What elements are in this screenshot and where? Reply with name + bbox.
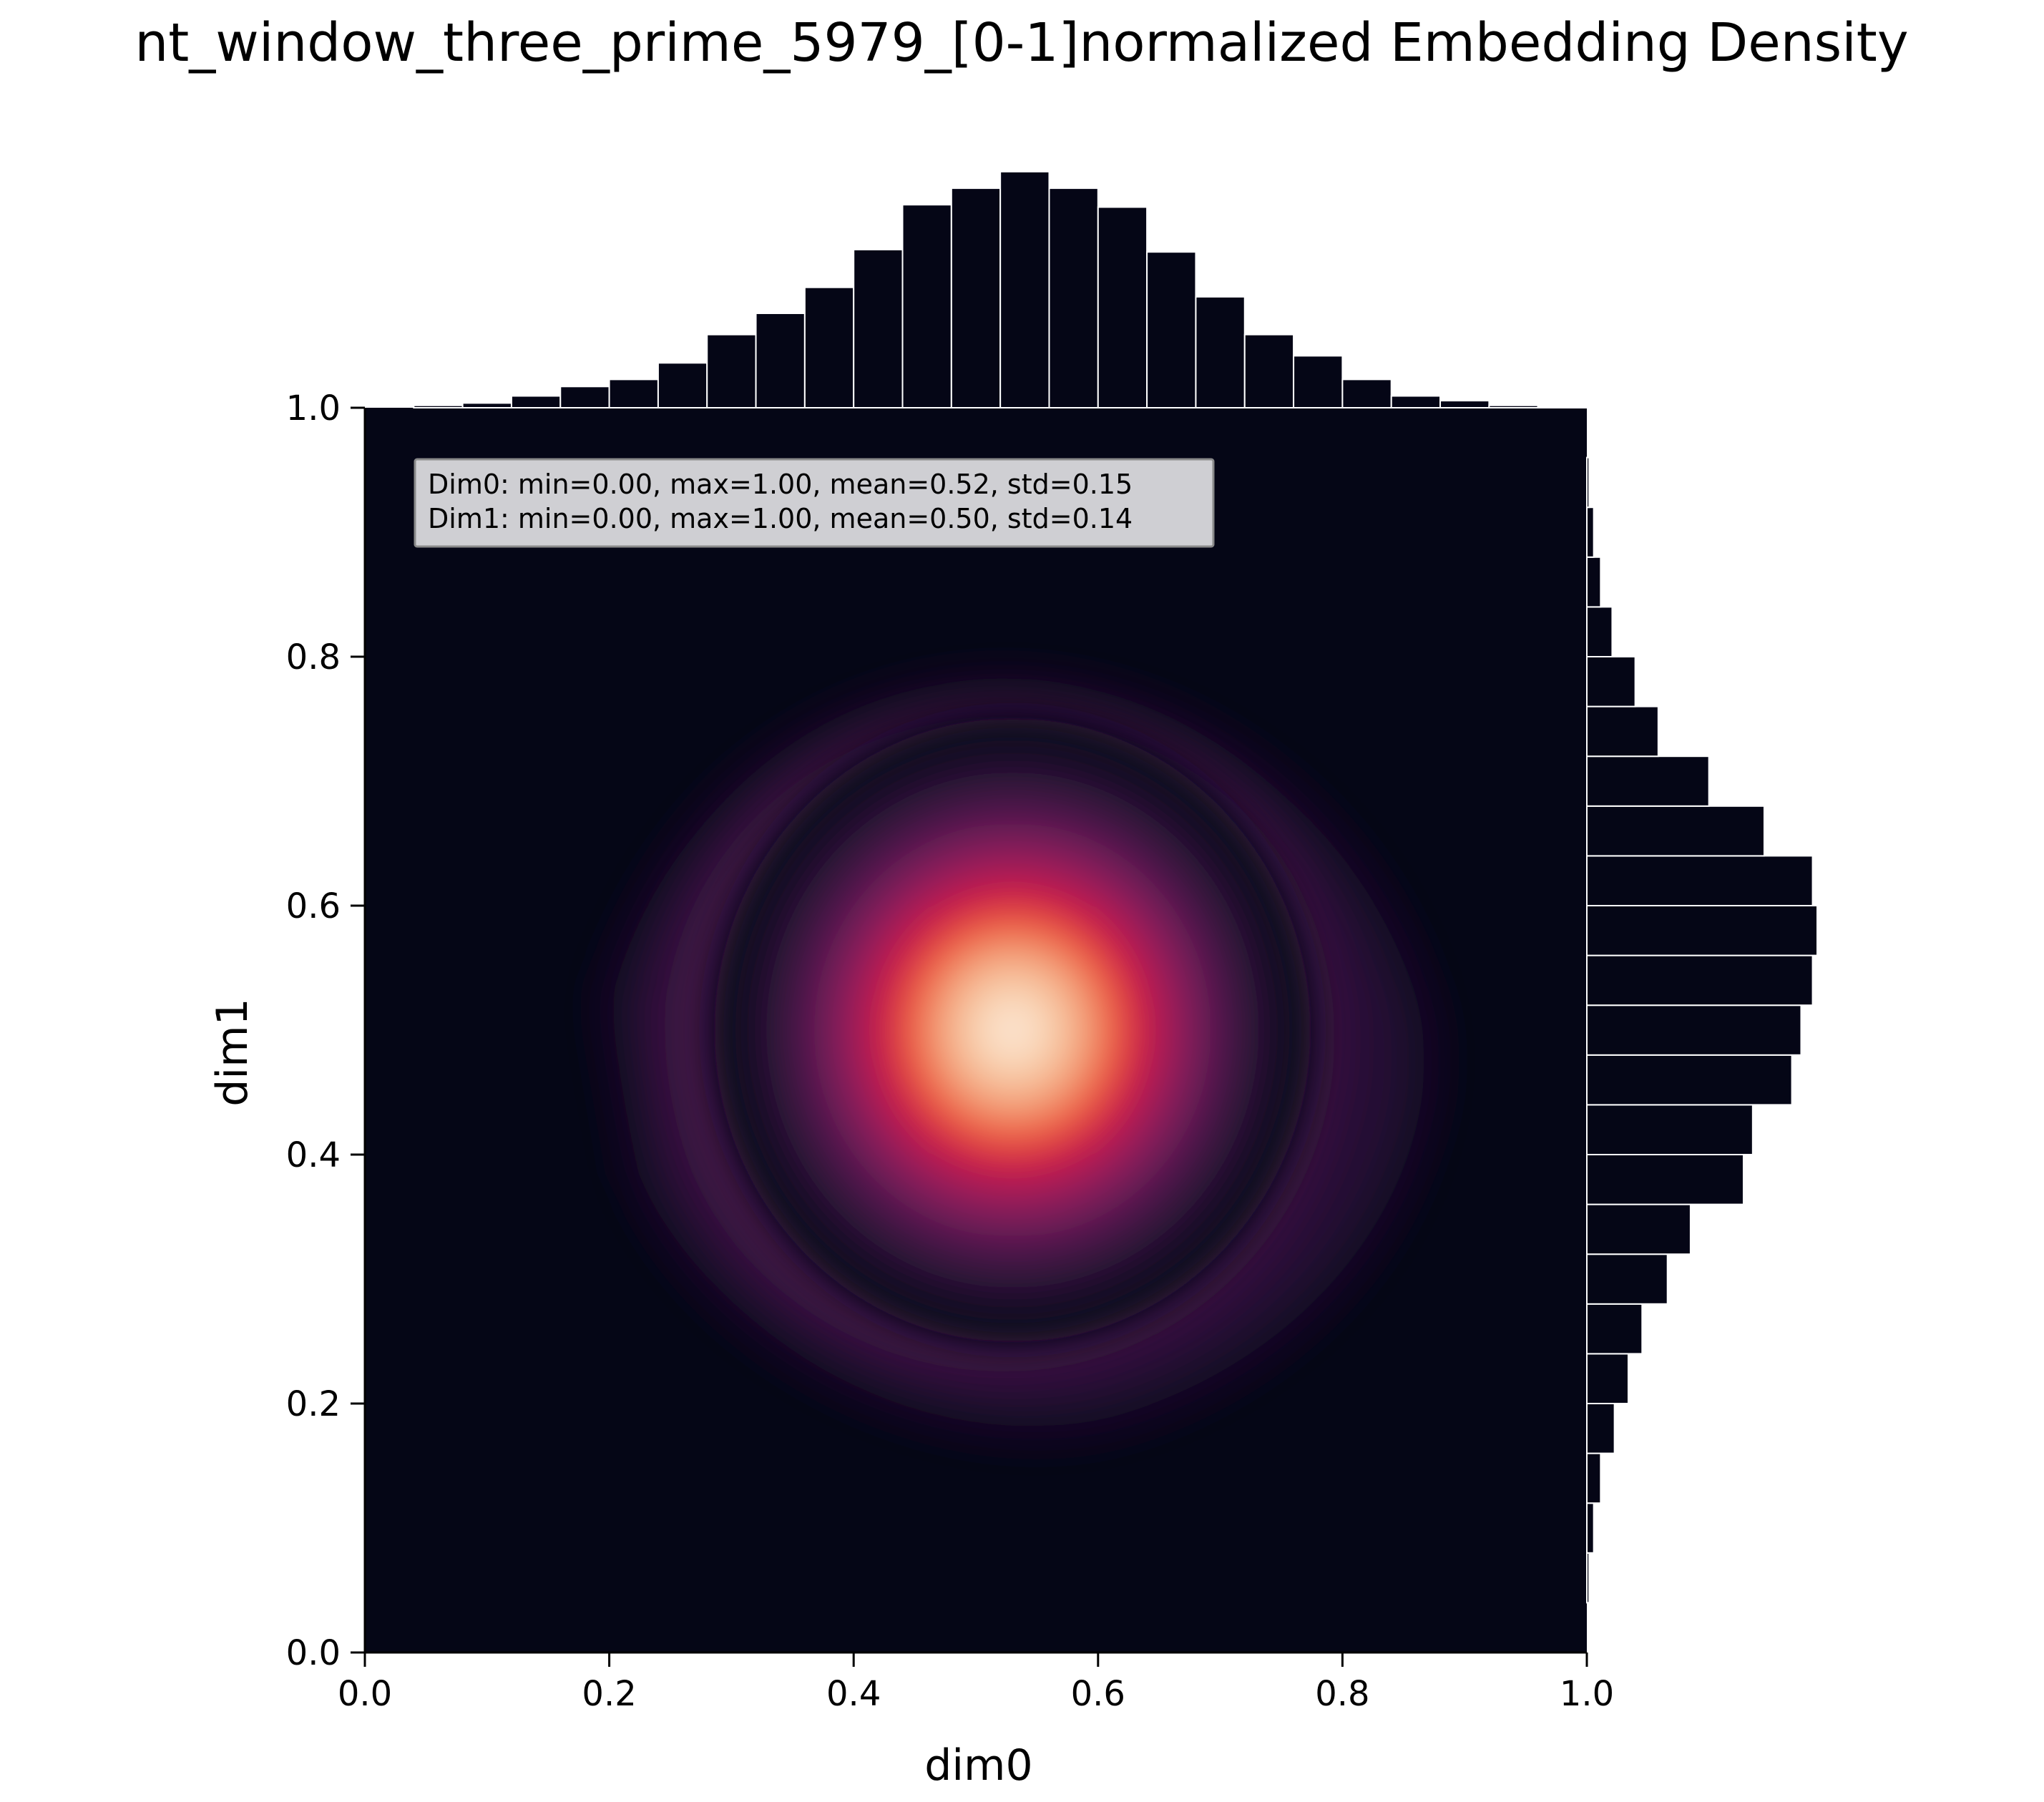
top-hist-bar — [1097, 206, 1148, 408]
x-axis-label: dim0 — [924, 1740, 1032, 1791]
top-hist-bar — [608, 378, 659, 409]
top-hist-bar — [1488, 404, 1539, 409]
y-tick-label: 0.4 — [286, 1135, 341, 1175]
right-hist-bar — [1586, 506, 1595, 558]
axes: 0.0 0.2 0.4 0.6 0.8 1.0 0.0 0.2 0.4 0.6 0.8 1.0 — [286, 388, 1615, 1714]
x-tick-label: 0.6 — [1071, 1674, 1125, 1714]
right-hist-bar — [1586, 1253, 1668, 1305]
x-tick-label: 0.4 — [826, 1674, 881, 1714]
top-hist-bar — [461, 402, 512, 409]
right-hist-bar — [1586, 705, 1659, 758]
kde-plot-area — [365, 408, 1587, 1652]
chart-title: nt_window_three_prime_5979_[0-1]normaliz… — [135, 12, 1908, 74]
right-hist-bar — [1586, 954, 1814, 1007]
right-hist-bar — [1586, 1104, 1754, 1156]
right-hist-bar — [1586, 656, 1636, 707]
top-hist-bar — [755, 313, 806, 408]
top-hist-bar — [510, 395, 562, 408]
right-hist-bar — [1586, 1154, 1744, 1205]
x-tick-label: 1.0 — [1560, 1674, 1614, 1714]
top-hist-bar — [657, 362, 708, 408]
top-hist-bar — [413, 404, 464, 409]
stats-box-background — [414, 458, 1215, 548]
right-marginal-histogram — [1586, 456, 1818, 1604]
top-hist-bar — [901, 204, 952, 408]
y-tick-label: 0.2 — [286, 1384, 341, 1424]
top-hist-bar — [559, 386, 610, 408]
right-hist-bar — [1586, 456, 1590, 509]
right-hist-bar — [1586, 855, 1814, 907]
right-hist-bar — [1586, 1452, 1602, 1504]
top-hist-bar — [803, 286, 855, 409]
right-hist-bar — [1586, 805, 1765, 857]
top-hist-bar — [1048, 187, 1099, 408]
x-tick-label: 0.2 — [582, 1674, 636, 1714]
x-tick-label: 0.0 — [338, 1674, 392, 1714]
stats-line-dim0: Dim0: min=0.00, max=1.00, mean=0.52, std… — [428, 469, 1133, 500]
top-hist-bar — [1293, 355, 1344, 408]
right-hist-bar — [1586, 606, 1613, 658]
right-hist-bar — [1586, 1502, 1595, 1554]
right-hist-bar — [1586, 1353, 1629, 1405]
top-hist-bar — [1390, 395, 1442, 408]
top-hist-bar — [706, 333, 757, 409]
top-hist-bar — [1439, 400, 1490, 408]
right-hist-bar — [1586, 1004, 1802, 1056]
x-tick-label: 0.8 — [1315, 1674, 1369, 1714]
top-hist-bar — [1146, 251, 1197, 409]
right-hist-bar — [1586, 905, 1818, 956]
y-tick-label: 0.0 — [286, 1633, 341, 1673]
top-marginal-histogram — [413, 171, 1588, 409]
top-hist-bar — [1341, 378, 1392, 409]
top-hist-bar — [853, 248, 904, 408]
right-hist-bar — [1586, 1203, 1691, 1255]
y-tick-label: 1.0 — [286, 388, 341, 429]
stats-line-dim1: Dim1: min=0.00, max=1.00, mean=0.50, std… — [428, 503, 1133, 534]
stats-annotation-box: Dim0: min=0.00, max=1.00, mean=0.52, std… — [414, 458, 1215, 548]
right-hist-bar — [1586, 755, 1710, 807]
right-hist-bar — [1586, 556, 1602, 608]
right-hist-bar — [1586, 1552, 1590, 1604]
top-hist-bar — [1195, 295, 1246, 408]
y-axis-label: dim1 — [207, 998, 258, 1106]
right-hist-bar — [1586, 1403, 1615, 1454]
top-hist-bar — [999, 171, 1050, 408]
kde-core — [712, 715, 1314, 1345]
top-hist-bar — [1537, 406, 1588, 408]
top-hist-bar — [950, 187, 1002, 408]
y-tick-label: 0.8 — [286, 637, 341, 677]
y-tick-label: 0.6 — [286, 886, 341, 926]
right-hist-bar — [1586, 1303, 1643, 1355]
right-hist-bar — [1586, 1054, 1793, 1106]
top-hist-bar — [1243, 333, 1295, 409]
kde-core-group — [712, 715, 1314, 1345]
